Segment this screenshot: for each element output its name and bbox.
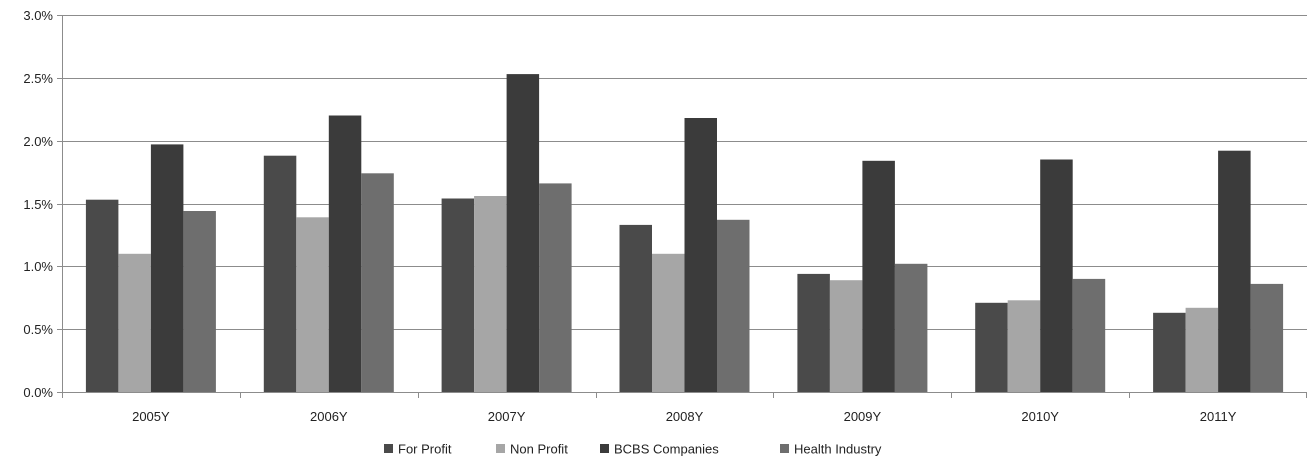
bar-bcbs-companies-2011y — [1218, 150, 1251, 392]
legend-item-for-profit: For Profit — [384, 442, 452, 457]
bar-health-industry-2006y — [361, 173, 394, 392]
bar-for-profit-2007y — [441, 198, 475, 392]
bar-bcbs-companies-2010y — [1040, 159, 1073, 392]
bar-non-profit-2005y — [118, 253, 151, 392]
bar-non-profit-2009y — [829, 280, 863, 392]
x-axis-tick-label: 2008Y — [666, 409, 704, 424]
legend-swatch — [780, 444, 789, 453]
x-axis-tick-label: 2005Y — [132, 409, 170, 424]
x-axis-tick-label: 2009Y — [844, 409, 882, 424]
legend-item-bcbs-companies: BCBS Companies — [600, 442, 719, 457]
bar-health-industry-2007y — [539, 183, 572, 392]
x-axis-tick-label: 2006Y — [310, 409, 348, 424]
bar-for-profit-2010y — [975, 302, 1008, 392]
bar-bcbs-companies-2008y — [684, 118, 717, 392]
bar-bcbs-companies-2007y — [506, 74, 540, 392]
bar-for-profit-2006y — [263, 155, 297, 392]
bar-non-profit-2011y — [1185, 307, 1219, 392]
bar-bcbs-companies-2006y — [328, 115, 362, 392]
bar-bcbs-companies-2009y — [862, 160, 895, 392]
x-axis-tick-labels: 2005Y 2006Y 2007Y 2008Y 2009Y 2010Y 2011Y — [132, 409, 1237, 424]
legend-label: Health Industry — [794, 442, 882, 457]
bar-for-profit-2008y — [619, 224, 652, 392]
bar-health-industry-2011y — [1250, 283, 1284, 392]
bar-for-profit-2009y — [797, 273, 830, 392]
y-axis-tick-label: 2.5% — [23, 71, 53, 86]
bar-bcbs-companies-2005y — [150, 144, 184, 392]
legend-item-health-industry: Health Industry — [780, 442, 882, 457]
y-axis-tick-label: 1.5% — [23, 197, 53, 212]
bar-for-profit-2011y — [1153, 312, 1186, 392]
y-axis-tick-label: 3.0% — [23, 8, 53, 23]
legend-swatch — [384, 444, 393, 453]
y-axis-tick-label: 0.5% — [23, 322, 53, 337]
legend-label: For Profit — [398, 442, 452, 457]
bars — [85, 74, 1284, 392]
y-axis-tick-label: 1.0% — [23, 259, 53, 274]
y-axis-tick-label: 0.0% — [23, 385, 53, 400]
legend-swatch — [600, 444, 609, 453]
bar-non-profit-2006y — [296, 217, 329, 392]
x-axis-tick-label: 2011Y — [1200, 409, 1237, 424]
axes — [57, 15, 1307, 398]
bar-non-profit-2007y — [474, 196, 507, 392]
legend: For Profit Non Profit BCBS Companies Health… — [384, 442, 882, 457]
bar-non-profit-2010y — [1007, 300, 1041, 392]
y-axis-tick-label: 2.0% — [23, 134, 53, 149]
bar-health-industry-2009y — [894, 263, 928, 392]
legend-label: Non Profit — [510, 442, 568, 457]
legend-item-non-profit: Non Profit — [496, 442, 568, 457]
bar-health-industry-2008y — [717, 219, 750, 392]
bar-health-industry-2010y — [1072, 278, 1106, 392]
x-axis-tick-label: 2010Y — [1021, 409, 1059, 424]
legend-swatch — [496, 444, 505, 453]
bar-non-profit-2008y — [652, 253, 685, 392]
y-axis-tick-labels: 0.0% 0.5% 1.0% 1.5% 2.0% 2.5% 3.0% — [23, 8, 53, 400]
bar-health-industry-2005y — [183, 211, 216, 392]
x-axis-tick-label: 2007Y — [488, 409, 526, 424]
legend-label: BCBS Companies — [614, 442, 719, 457]
bar-for-profit-2005y — [85, 199, 119, 392]
